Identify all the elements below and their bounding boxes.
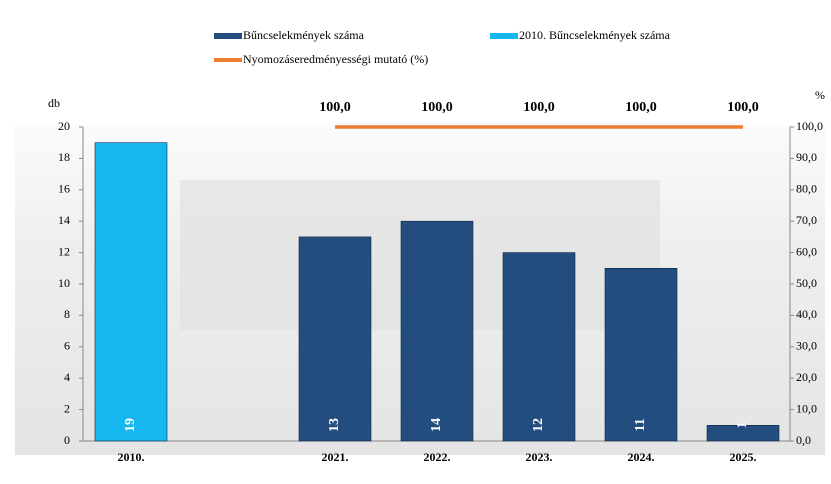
legend-marker	[214, 33, 242, 39]
y2-tick-label: 10,0	[796, 401, 817, 415]
y2-tick-label: 100,0	[796, 119, 823, 133]
y-tick-label: 6	[64, 339, 70, 353]
legend-label: 2010. Bűncselekmények száma	[519, 28, 671, 42]
y-tick-label: 0	[64, 433, 70, 447]
y-tick-label: 10	[58, 276, 70, 290]
legend-label: Bűncselekmények száma	[243, 28, 365, 42]
y-tick-label: 14	[58, 213, 70, 227]
legend-label: Nyomozáseredményességi mutató (%)	[243, 52, 428, 66]
y-tick-label: 2	[64, 401, 70, 415]
y2-tick-label: 70,0	[796, 213, 817, 227]
data-label: 11	[633, 418, 648, 431]
data-label: 19	[123, 418, 138, 432]
y-tick-label: 20	[58, 119, 70, 133]
data-label: 1	[735, 422, 750, 429]
bar	[95, 143, 167, 441]
data-label: 14	[429, 418, 444, 432]
data-label: 100,0	[523, 100, 555, 115]
y2-tick-label: 30,0	[796, 339, 817, 353]
x-tick-label: 2022.	[424, 450, 451, 464]
y2-tick-label: 20,0	[796, 370, 817, 384]
y2-tick-label: 90,0	[796, 150, 817, 164]
x-tick-label: 2021.	[322, 450, 349, 464]
y2-tick-label: 60,0	[796, 244, 817, 258]
y-tick-label: 4	[64, 370, 70, 384]
y2-tick-label: 40,0	[796, 307, 817, 321]
bar	[503, 253, 575, 441]
y-tick-label: 18	[58, 150, 70, 164]
data-label: 100,0	[319, 100, 351, 115]
y-tick-label: 12	[58, 244, 70, 258]
y2-tick-label: 80,0	[796, 182, 817, 196]
y-tick-label: 8	[64, 307, 70, 321]
data-label: 100,0	[625, 100, 657, 115]
legend-marker	[490, 33, 518, 39]
data-label: 12	[531, 418, 546, 432]
y2-axis-label: %	[815, 88, 825, 102]
bar	[299, 237, 371, 441]
x-tick-label: 2025.	[730, 450, 757, 464]
x-tick-label: 2023.	[526, 450, 553, 464]
y-tick-label: 16	[58, 182, 70, 196]
chart: db % 0 2 4 6 8 10 12 14 16 18 20 0,0 10,0 20,0 30,0 40,…	[0, 0, 831, 484]
data-label: 100,0	[421, 100, 453, 115]
y-axis-label: db	[48, 96, 60, 110]
y2-tick-label: 0,0	[796, 433, 811, 447]
x-tick-label: 2010.	[118, 450, 145, 464]
bar	[401, 221, 473, 441]
bar	[605, 268, 677, 441]
data-label: 13	[327, 418, 342, 432]
data-label: 100,0	[727, 100, 759, 115]
x-tick-label: 2024.	[628, 450, 655, 464]
y2-tick-label: 50,0	[796, 276, 817, 290]
